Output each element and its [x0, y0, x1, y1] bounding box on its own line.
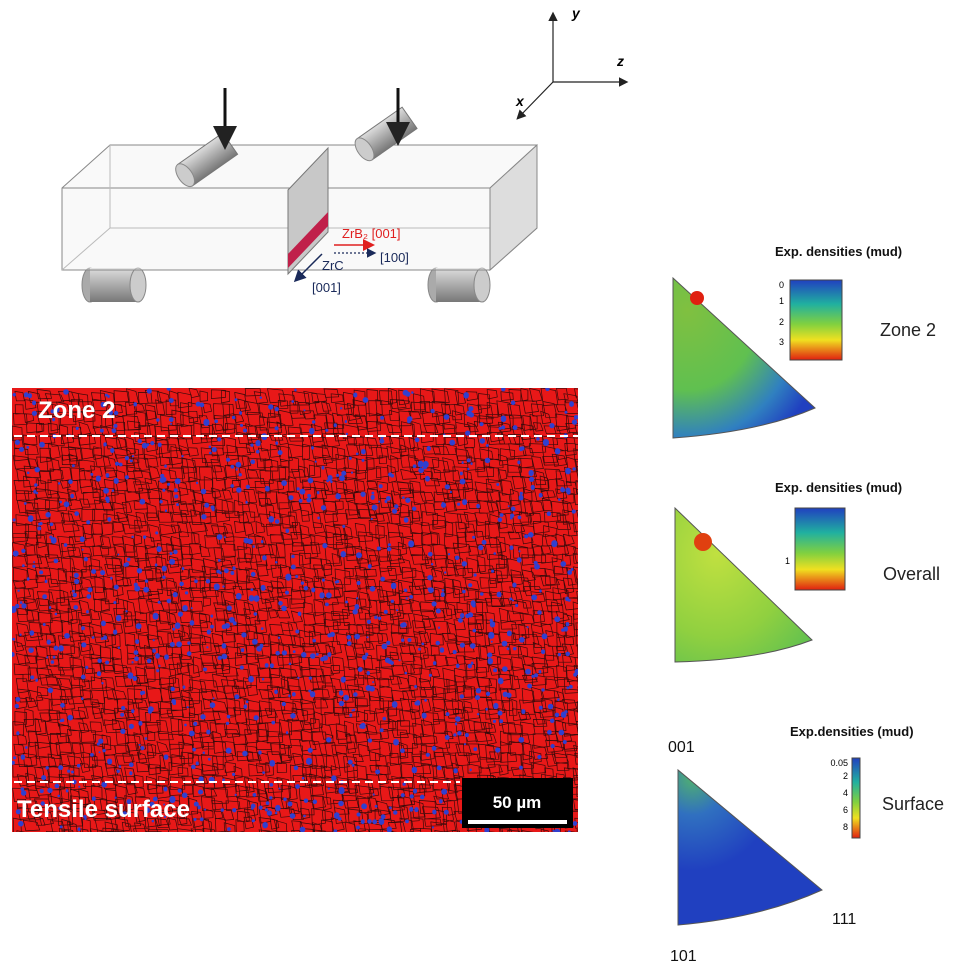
colorbar [790, 280, 842, 360]
direction-label: [001] [312, 280, 341, 295]
colorbar-tick: 6 [843, 805, 848, 815]
colorbar-tick: 0.05 [830, 758, 848, 768]
pole-figure [675, 508, 812, 662]
beam [62, 88, 537, 302]
legend-title: Exp. densities (mud) [775, 244, 902, 259]
direction-label: [100] [380, 250, 409, 265]
figure-label: Zone 2 [880, 320, 936, 340]
legend-title: Exp. densities (mud) [775, 480, 902, 495]
colorbar [852, 758, 860, 838]
scale-bar [468, 820, 567, 824]
zrb2-label: ZrB₂ [001] [342, 226, 401, 241]
scale-label: 50 µm [493, 793, 542, 812]
axis-label: x [515, 93, 525, 109]
zone-label: Tensile surface [17, 796, 190, 823]
hotspot [690, 291, 704, 305]
colorbar-tick: 8 [843, 822, 848, 832]
zrc-label: ZrC [322, 258, 344, 273]
corner-label: 101 [670, 948, 697, 964]
axes [518, 14, 626, 118]
pole-figure [678, 770, 822, 925]
colorbar-tick: 4 [843, 788, 848, 798]
legend-title: Exp.densities (mud) [790, 724, 914, 739]
zone-label: Zone 2 [38, 397, 115, 424]
figure-label: Surface [882, 794, 944, 814]
axis-label: y [571, 5, 581, 21]
corner-label: 001 [668, 739, 695, 756]
hotspot [694, 533, 712, 551]
figure: y z x ZrB₂ [001] [100] ZrC [001] Zone 2 [0, 0, 965, 964]
axis-label: z [616, 53, 624, 69]
colorbar [795, 508, 845, 590]
colorbar-tick: 0 [779, 280, 784, 290]
colorbar-tick: 2 [779, 317, 784, 327]
colorbar-tick: 1 [779, 296, 784, 306]
colorbar-tick: 3 [779, 337, 784, 347]
colorbar-tick: 1 [785, 556, 790, 566]
colorbar-tick: 2 [843, 771, 848, 781]
figure-label: Overall [883, 564, 940, 584]
corner-label: 111 [832, 911, 856, 928]
